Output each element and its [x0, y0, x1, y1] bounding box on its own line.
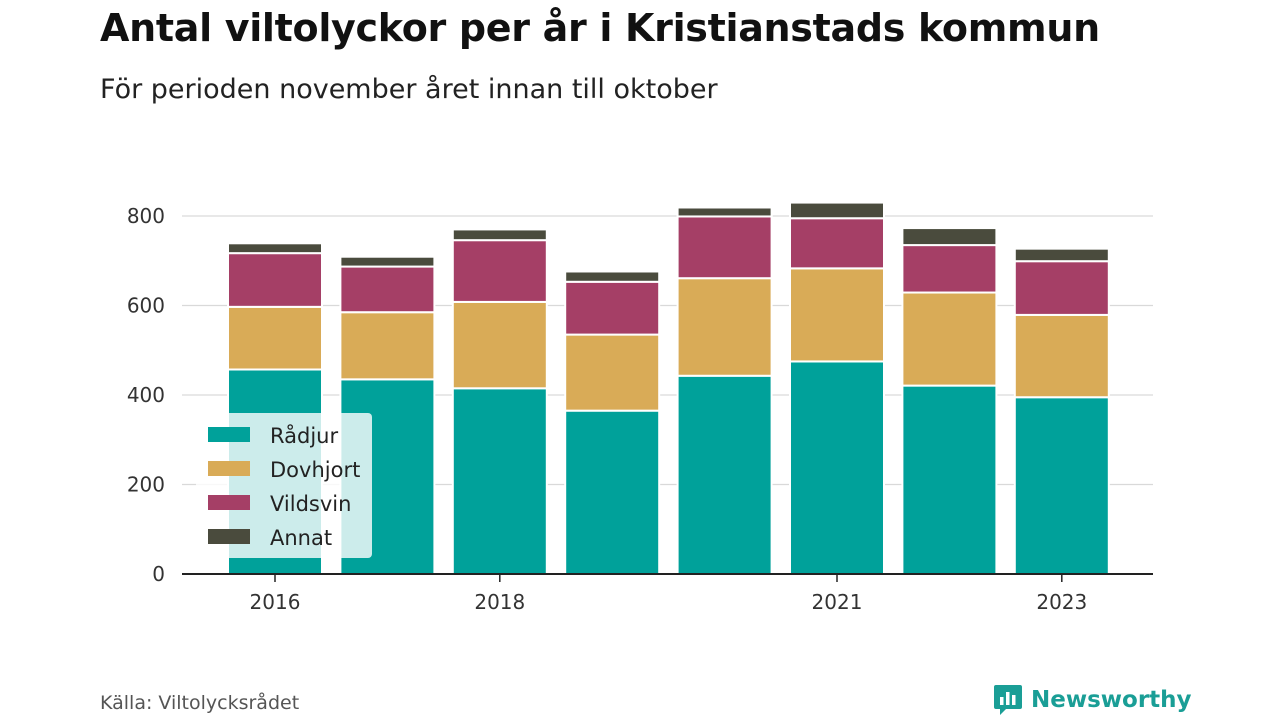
y-tick-label-800: 800	[127, 204, 165, 228]
bar-2023-series-0	[1013, 396, 1110, 575]
newsworthy-logo-icon	[994, 685, 1022, 715]
source-note: Källa: Viltolycksrådet	[100, 692, 300, 714]
bar-2017-series-2	[339, 265, 436, 314]
y-tick-label-400: 400	[127, 383, 165, 407]
legend-label-1: Dovhjort	[270, 458, 360, 482]
chart-title: Antal viltolyckor per år i Kristianstads…	[100, 6, 1100, 50]
bar-2018-series-1	[451, 300, 548, 390]
bar-2017-series-1	[339, 311, 436, 381]
bar-2021-series-2	[789, 217, 885, 270]
bar-2022-series-3	[901, 227, 998, 247]
bar-2020-series-0	[676, 374, 773, 575]
bar-2022-series-2	[901, 244, 998, 294]
bar-2018-series-2	[451, 239, 548, 303]
bar-2018-series-3	[451, 228, 548, 242]
y-tick-label-200: 200	[127, 473, 165, 497]
bar-2022-series-1	[901, 291, 998, 387]
bar-2018-series-0	[451, 387, 548, 575]
x-tick-label-2018: 2018	[474, 590, 525, 614]
y-tick-label-0: 0	[152, 562, 165, 586]
bar-2023-series-3	[1013, 247, 1110, 263]
brand-logo[interactable]: Newsworthy	[993, 683, 1192, 717]
x-tick-label-2023: 2023	[1036, 590, 1087, 614]
legend: Rådjur Dovhjort Vildsvin Annat	[196, 413, 372, 558]
bar-2021-series-0	[789, 360, 885, 575]
bar-2021-series-3	[789, 201, 885, 220]
chart-subtitle: För perioden november året innan till ok…	[100, 74, 718, 105]
bar-2016-series-2	[227, 252, 323, 308]
y-tick-label-600: 600	[127, 294, 165, 318]
legend-swatch-0	[208, 427, 250, 442]
axes: 0 200 400 600 800 2016 2018 2021 2023	[127, 204, 1153, 614]
bar-2020-series-2	[676, 215, 773, 280]
legend-label-0: Rådjur	[270, 423, 338, 448]
bar-2019-series-0	[564, 409, 661, 575]
bar-2023-series-1	[1013, 313, 1110, 399]
bar-2020-series-3	[676, 206, 773, 218]
bar-2020-series-1	[676, 277, 773, 377]
x-tick-label-2021: 2021	[812, 590, 863, 614]
bar-2021-series-1	[789, 267, 885, 363]
bar-2019-series-1	[564, 333, 661, 412]
bar-2022-series-0	[901, 384, 998, 576]
bar-2017-series-3	[339, 255, 436, 268]
legend-label-2: Vildsvin	[270, 492, 351, 516]
bar-2016-series-1	[227, 305, 323, 371]
legend-background	[196, 413, 372, 558]
x-tick-label-2016: 2016	[250, 590, 301, 614]
legend-swatch-3	[208, 529, 250, 544]
legend-label-3: Annat	[270, 526, 332, 550]
bar-2019-series-3	[564, 270, 661, 283]
legend-swatch-2	[208, 495, 250, 510]
bar-2016-series-3	[227, 242, 323, 255]
legend-swatch-1	[208, 461, 250, 476]
brand-name: Newsworthy	[1031, 687, 1192, 713]
bar-2019-series-2	[564, 280, 661, 336]
bar-2023-series-2	[1013, 260, 1110, 316]
